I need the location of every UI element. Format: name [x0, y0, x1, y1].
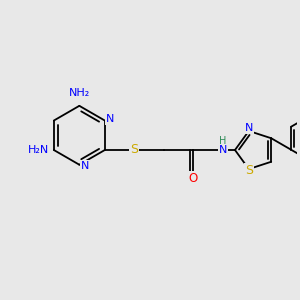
Text: S: S	[245, 164, 253, 177]
Text: H: H	[219, 136, 226, 146]
Text: NH₂: NH₂	[69, 88, 90, 98]
Text: N: N	[80, 161, 89, 171]
Text: O: O	[188, 172, 198, 185]
Text: N: N	[106, 114, 114, 124]
Text: H₂N: H₂N	[28, 145, 50, 155]
Text: N: N	[218, 145, 227, 155]
Text: S: S	[130, 143, 138, 157]
Text: N: N	[245, 123, 254, 133]
